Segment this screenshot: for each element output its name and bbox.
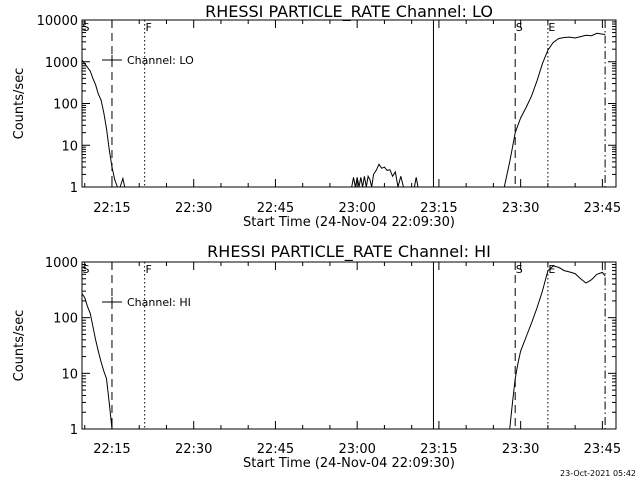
series-line-segment (120, 179, 125, 188)
chart-panel-0: RHESSI PARTICLE_RATE Channel: LO 1 10 100 10… (12, 2, 621, 230)
plot-frame (82, 262, 616, 429)
series-line-segment (352, 164, 404, 187)
chart-title: RHESSI PARTICLE_RATE Channel: HI (207, 242, 491, 262)
series-line-segment (82, 294, 112, 429)
legend-entry: Channel: LO (127, 54, 194, 67)
x-tick-label: 23:00 (338, 442, 375, 457)
x-tick-label: 23:45 (584, 442, 621, 457)
x-tick-label: 23:30 (502, 201, 539, 216)
y-tick-label: 10 (61, 367, 78, 382)
x-axis-label: Start Time (24-Nov-04 22:09:30) (243, 456, 455, 471)
x-tick-label: 22:30 (175, 201, 212, 216)
marker-label: S (516, 21, 523, 34)
y-tick-label: 1 (70, 181, 78, 196)
x-tick-label: 22:30 (175, 442, 212, 457)
y-tick-label: 100 (53, 312, 78, 327)
y-tick-label: 100 (53, 98, 78, 113)
y-tick-label: 1 (70, 423, 78, 438)
x-tick-label: 23:15 (420, 442, 457, 457)
x-axis-label: Start Time (24-Nov-04 22:09:30) (243, 215, 455, 230)
x-tick-label: 22:45 (257, 201, 294, 216)
plot-frame (82, 20, 616, 187)
timestamp: 23-Oct-2021 05:42 (560, 469, 636, 478)
chart-panel-1: RHESSI PARTICLE_RATE Channel: HI 1 10 100 10… (12, 242, 621, 471)
y-tick-label: 1000 (45, 256, 78, 271)
x-tick-label: 23:30 (502, 442, 539, 457)
series-line-segment (504, 33, 605, 187)
marker-label: S (516, 263, 523, 276)
y-tick-label: 10000 (37, 14, 78, 29)
chart-title: RHESSI PARTICLE_RATE Channel: LO (205, 2, 493, 22)
legend-entry: Channel: HI (127, 296, 191, 309)
marker-label: S (83, 21, 90, 34)
series-line-segment (414, 177, 418, 187)
marker-label: S (83, 263, 90, 276)
x-tick-label: 23:15 (420, 201, 457, 216)
marker-label: F (145, 263, 151, 276)
marker-label: E (548, 21, 555, 34)
x-tick-label: 22:15 (93, 442, 130, 457)
x-tick-label: 22:45 (257, 442, 294, 457)
y-axis-label: Counts/sec (12, 68, 27, 140)
marker-label: F (145, 21, 151, 34)
y-tick-label: 1000 (45, 56, 78, 71)
y-axis-label: Counts/sec (12, 310, 27, 382)
y-tick-label: 10 (61, 139, 78, 154)
x-tick-label: 23:00 (338, 201, 375, 216)
x-tick-label: 22:15 (93, 201, 130, 216)
x-tick-label: 23:45 (584, 201, 621, 216)
series-line-segment (510, 266, 605, 429)
